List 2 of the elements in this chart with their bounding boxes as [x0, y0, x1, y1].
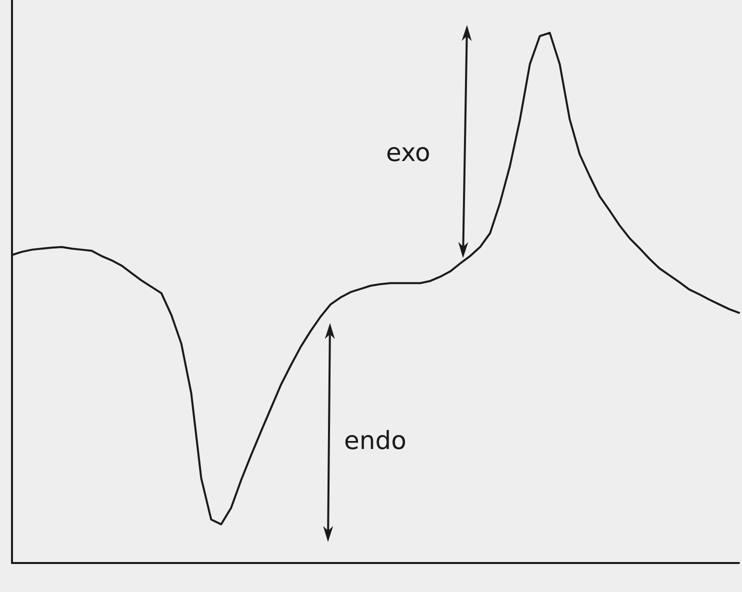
annotation: endo [344, 426, 406, 455]
annotation: exo [386, 138, 430, 167]
